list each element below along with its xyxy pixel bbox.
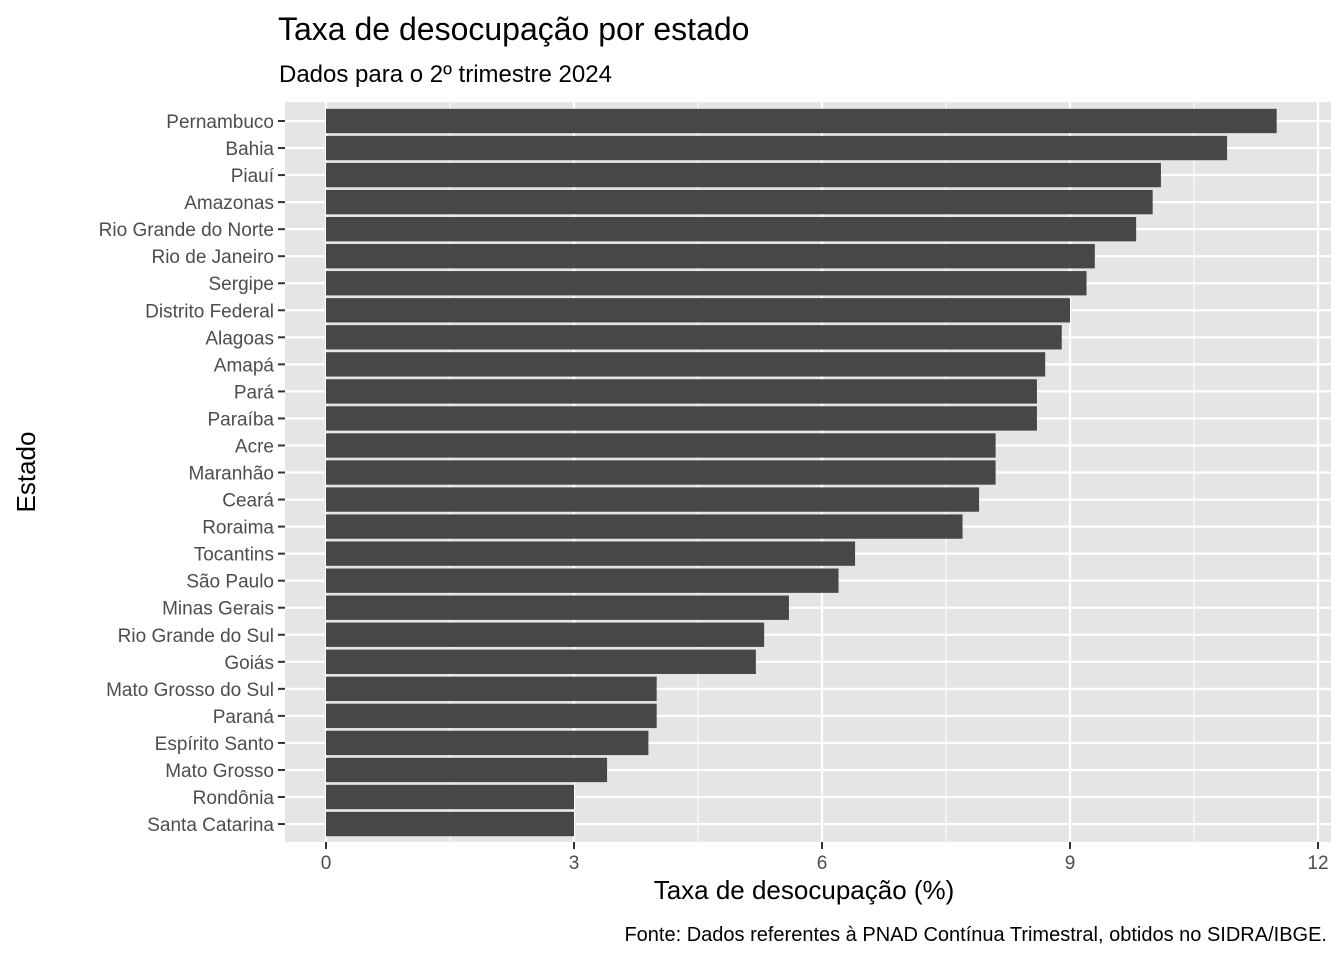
y-tick-label: Paraíba — [207, 409, 274, 430]
x-tick-label: 0 — [321, 853, 332, 874]
bar-distrito-federal — [326, 298, 1070, 323]
y-tick-label: Alagoas — [205, 328, 274, 349]
y-tick-label: Pernambuco — [166, 112, 274, 133]
y-tick-label: Maranhão — [188, 464, 274, 485]
y-tick-label: Mato Grosso — [165, 761, 274, 782]
y-tick-label: Rondônia — [193, 788, 275, 809]
y-tick-label: Sergipe — [209, 274, 275, 295]
bar-espírito-santo — [326, 730, 649, 756]
y-tick-label: Santa Catarina — [147, 815, 274, 836]
bar-mato-grosso-do-sul — [326, 676, 657, 702]
x-tick-label: 6 — [817, 853, 828, 874]
y-tick-label: Minas Gerais — [162, 599, 274, 620]
x-axis: 0 3 6 9 12 — [321, 842, 1329, 874]
bar-sergipe — [326, 271, 1087, 296]
bar-rio-de-janeiro — [326, 244, 1095, 269]
chart-subtitle: Dados para o 2º trimestre 2024 — [279, 61, 612, 88]
chart-caption: Fonte: Dados referentes à PNAD Contínua … — [624, 924, 1327, 946]
y-tick-label: Acre — [235, 436, 274, 457]
bar-ceará — [326, 487, 980, 512]
y-tick-label: Bahia — [225, 139, 274, 160]
y-tick-label: Ceará — [222, 491, 274, 512]
bar-pernambuco — [326, 108, 1277, 134]
x-tick-label: 9 — [1065, 853, 1076, 874]
y-tick-label: Tocantins — [194, 545, 274, 566]
y-tick-label: Goiás — [224, 653, 274, 674]
y-tick-label: Paraná — [213, 707, 275, 728]
bar-acre — [326, 433, 996, 458]
y-tick-label: Amapá — [214, 355, 275, 376]
bar-paraná — [326, 703, 657, 729]
x-tick-label: 12 — [1307, 853, 1328, 874]
chart-title: Taxa de desocupação por estado — [278, 11, 749, 47]
bar-amazonas — [326, 189, 1153, 215]
y-tick-label: Amazonas — [184, 193, 274, 214]
bar-alagoas — [326, 325, 1062, 350]
bar-roraima — [326, 514, 963, 539]
y-tick-label: Distrito Federal — [145, 301, 274, 322]
y-tick-label: Roraima — [202, 518, 274, 539]
y-tick-label: São Paulo — [186, 572, 274, 593]
bar-amapá — [326, 352, 1046, 377]
y-tick-label: Piauí — [231, 166, 275, 187]
bars — [326, 108, 1277, 837]
bar-santa-catarina — [326, 811, 574, 837]
bar-paraíba — [326, 406, 1037, 431]
y-tick-label: Mato Grosso do Sul — [106, 680, 274, 701]
y-tick-label: Rio Grande do Sul — [118, 626, 274, 647]
bar-rondônia — [326, 784, 574, 810]
bar-maranhão — [326, 460, 996, 485]
bar-bahia — [326, 135, 1228, 161]
bar-mato-grosso — [326, 757, 608, 783]
bar-tocantins — [326, 541, 856, 566]
y-axis-title: Estado — [11, 432, 41, 513]
y-tick-label: Rio de Janeiro — [151, 247, 274, 268]
y-tick-label: Espírito Santo — [155, 734, 274, 755]
bar-rio-grande-do-norte — [326, 216, 1137, 242]
bar-minas-gerais — [326, 595, 789, 620]
bar-pará — [326, 379, 1037, 404]
x-axis-title: Taxa de desocupação (%) — [654, 875, 955, 905]
y-axis: Pernambuco Bahia Piauí Amazonas Rio Grande d… — [99, 112, 285, 836]
bar-são-paulo — [326, 568, 839, 593]
bar-goiás — [326, 649, 756, 674]
bar-piauí — [326, 162, 1161, 188]
x-tick-label: 3 — [569, 853, 580, 874]
bar-rio-grande-do-sul — [326, 622, 765, 647]
y-tick-label: Pará — [234, 382, 275, 403]
y-tick-label: Rio Grande do Norte — [99, 220, 274, 241]
